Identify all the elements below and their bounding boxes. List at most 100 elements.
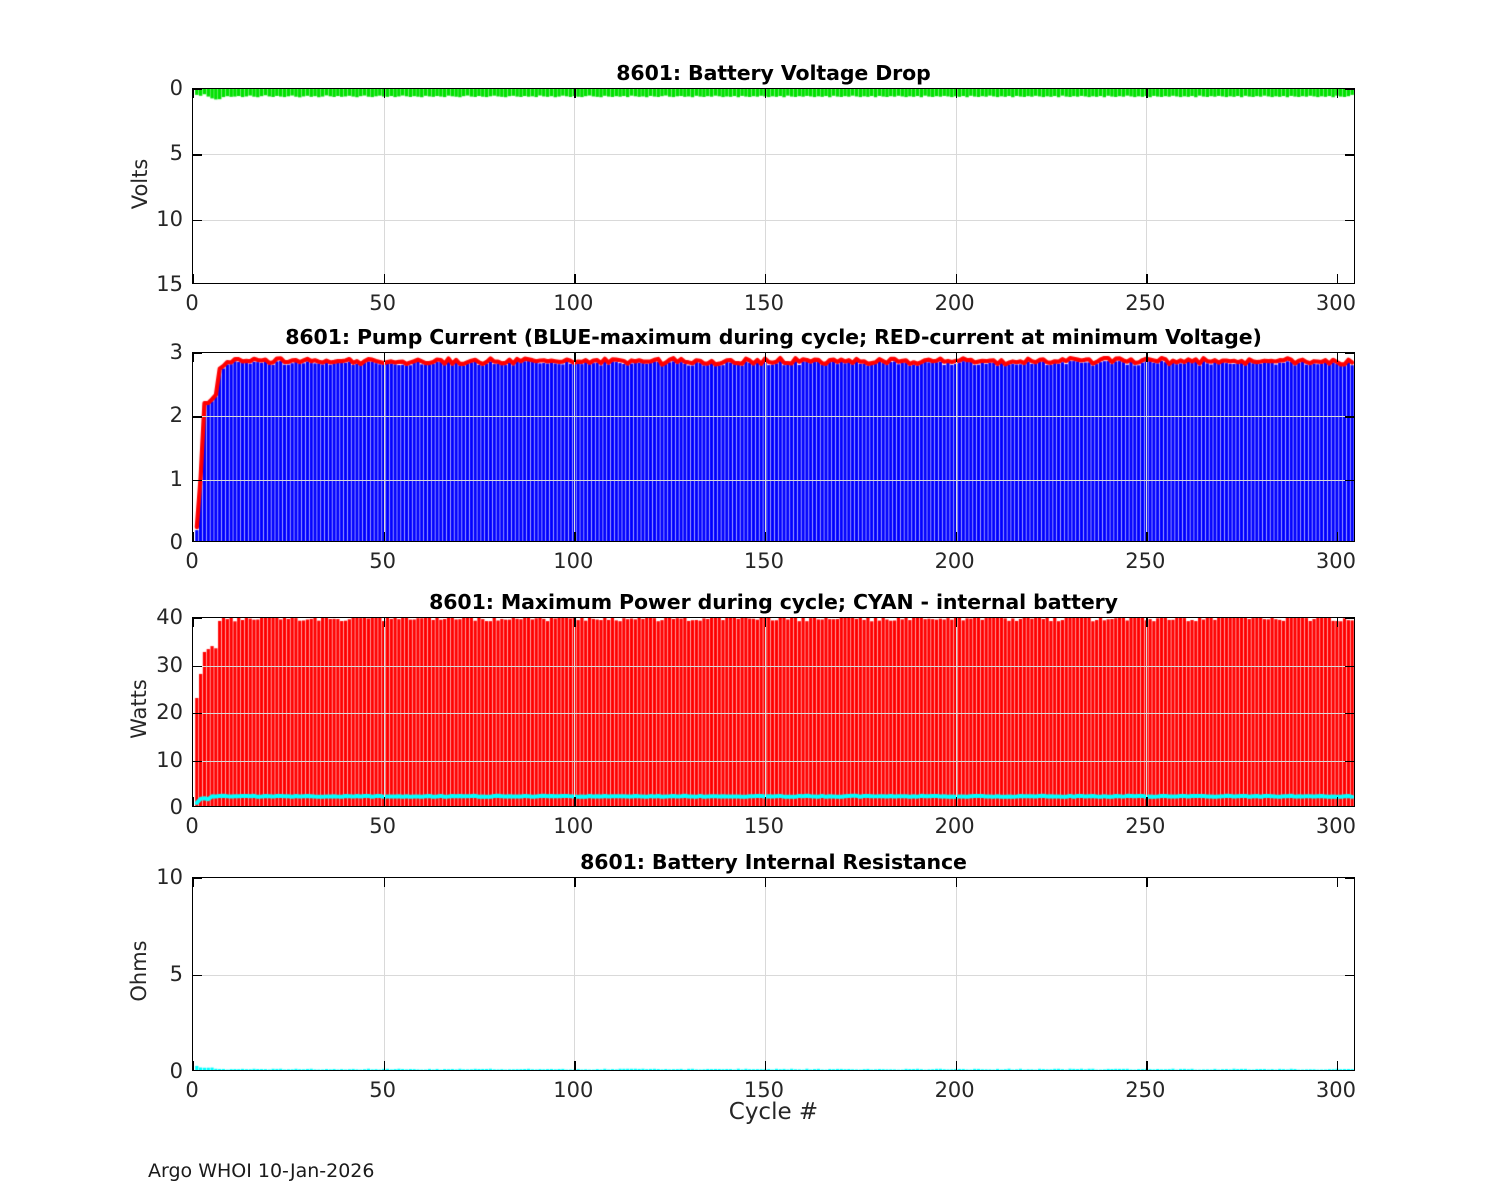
y-tick-mark [1345, 760, 1354, 762]
x-tick-label: 150 [743, 814, 784, 838]
gridline-vertical [383, 89, 385, 283]
panel-pump-current: 8601: Pump Current (BLUE-maximum during … [170, 325, 1356, 573]
x-tick-mark [955, 618, 957, 627]
y-tick-mark [193, 618, 202, 620]
x-tick-label: 100 [553, 814, 594, 838]
y-tick-label: 2 [169, 403, 183, 428]
x-tick-mark [383, 532, 386, 541]
gridline-vertical [383, 353, 385, 541]
y-tick-mark [193, 713, 202, 715]
x-tick-mark [1336, 797, 1339, 806]
x-tick-mark [574, 274, 576, 283]
x-tick-label: 100 [553, 291, 594, 315]
gridline-vertical [574, 618, 576, 806]
panel1-ylabel: Volts [128, 158, 152, 210]
y-tick-label: 3 [169, 340, 183, 364]
x-tick-mark [1336, 274, 1339, 283]
y-tick-label: 1 [169, 466, 183, 491]
x-tick-mark [574, 1061, 576, 1070]
x-tick-mark [764, 274, 767, 283]
x-tick-label: 250 [1125, 814, 1166, 838]
gridline-vertical [574, 89, 576, 283]
panel4-series-canvas [193, 878, 1354, 1070]
y-tick-mark [1345, 353, 1354, 355]
x-tick-mark [574, 532, 576, 541]
y-tick-label: 10 [156, 747, 183, 772]
y-tick-label: 10 [156, 865, 183, 889]
y-tick-mark [193, 353, 202, 355]
x-tick-mark [764, 532, 767, 541]
gridline-horizontal [193, 665, 1354, 667]
x-tick-mark [193, 797, 195, 806]
gridline-vertical [764, 89, 766, 283]
x-tick-mark [955, 353, 957, 362]
gridline-vertical [764, 353, 766, 541]
gridline-vertical [955, 878, 957, 1070]
x-tick-label: 250 [1125, 549, 1166, 573]
x-tick-label: 250 [1125, 1078, 1166, 1102]
y-tick-mark [193, 479, 202, 482]
panel-battery-internal-resistance: 8601: Battery Internal Resistance Ohms C… [127, 850, 1356, 1125]
panel3-series-canvas [193, 618, 1354, 806]
panel4-plot-area [192, 877, 1355, 1071]
gridline-vertical [764, 618, 766, 806]
gridline-vertical [1146, 618, 1148, 806]
x-tick-mark [764, 353, 767, 362]
gridline-vertical [574, 353, 576, 541]
y-tick-mark [1345, 154, 1354, 156]
y-tick-mark [1345, 479, 1354, 482]
x-tick-mark [764, 878, 767, 887]
y-tick-label: 0 [169, 795, 183, 819]
x-tick-mark [383, 618, 386, 627]
y-tick-label: 0 [169, 1059, 183, 1083]
gridline-vertical [1146, 878, 1148, 1070]
panel3-title: 8601: Maximum Power during cycle; CYAN -… [429, 590, 1118, 614]
x-tick-mark [1336, 1061, 1339, 1070]
x-tick-label: 0 [185, 291, 199, 315]
x-tick-mark [1146, 1061, 1148, 1070]
panel-battery-voltage-drop: 8601: Battery Voltage Drop Volts 0 5 10 15 0… [128, 61, 1356, 315]
x-tick-label: 100 [553, 1078, 594, 1102]
x-tick-mark [574, 618, 576, 627]
y-tick-label: 40 [156, 605, 183, 629]
y-tick-mark [193, 154, 202, 156]
x-tick-mark [764, 618, 767, 627]
x-tick-mark [1336, 353, 1339, 362]
y-tick-mark [1345, 219, 1354, 222]
y-tick-label: 15 [156, 272, 183, 296]
gridline-horizontal [193, 219, 1354, 221]
x-tick-label: 50 [369, 814, 397, 838]
panel1-title: 8601: Battery Voltage Drop [616, 61, 931, 85]
x-tick-label: 0 [185, 814, 199, 838]
x-tick-mark [574, 89, 576, 98]
panel4-title: 8601: Battery Internal Resistance [580, 850, 967, 874]
gridline-vertical [574, 878, 576, 1070]
x-tick-label: 200 [934, 1078, 975, 1102]
x-tick-label: 150 [743, 549, 784, 573]
gridline-vertical [383, 878, 385, 1070]
x-tick-label: 300 [1315, 549, 1356, 573]
y-tick-mark [193, 416, 202, 418]
x-tick-label: 100 [553, 549, 594, 573]
x-tick-mark [1336, 89, 1339, 98]
x-tick-mark [383, 274, 386, 283]
panel3-plot-area [192, 617, 1355, 807]
gridline-horizontal [193, 975, 1354, 976]
x-tick-mark [1336, 532, 1339, 541]
x-tick-label: 50 [369, 549, 397, 573]
gridline-horizontal [193, 479, 1354, 481]
gridline-vertical [955, 618, 957, 806]
x-tick-mark [193, 353, 195, 362]
x-tick-mark [764, 1061, 767, 1070]
x-tick-label: 150 [743, 291, 784, 315]
gridline-horizontal [193, 713, 1354, 714]
x-tick-label: 150 [743, 1078, 784, 1102]
x-tick-mark [193, 532, 195, 541]
x-tick-mark [1146, 89, 1148, 98]
x-tick-mark [1146, 797, 1148, 806]
x-tick-mark [193, 1061, 195, 1070]
footer-credit: Argo WHOI 10-Jan-2026 [148, 1160, 375, 1182]
x-tick-mark [955, 532, 957, 541]
y-tick-mark [193, 89, 202, 91]
x-tick-label: 0 [185, 1078, 199, 1102]
